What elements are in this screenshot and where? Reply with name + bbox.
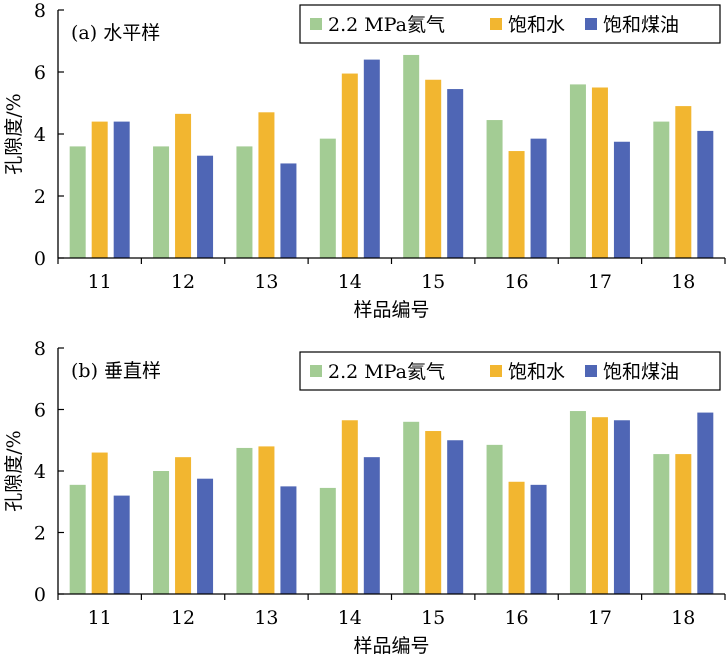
x-tick-label: 16: [504, 271, 528, 293]
bar-2.2 MPa氦气-12: [153, 471, 170, 594]
legend-box: [299, 351, 721, 391]
x-tick-label: 16: [504, 607, 528, 629]
x-tick-label: 12: [171, 607, 195, 629]
y-tick-label: 0: [34, 248, 46, 270]
bar-2.2 MPa氦气-15: [403, 421, 420, 594]
legend-label: 2.2 MPa氦气: [328, 14, 445, 36]
legend-box: [299, 4, 721, 44]
bar-饱和水-16: [508, 151, 525, 258]
bar-饱和煤油-16: [530, 484, 547, 594]
bar-2.2 MPa氦气-13: [236, 146, 253, 258]
bar-饱和煤油-12: [197, 478, 214, 594]
bar-饱和水-17: [591, 417, 608, 594]
y-tick-label: 2: [34, 523, 46, 545]
y-tick-label: 8: [34, 338, 46, 360]
legend-swatch: [310, 18, 322, 30]
y-tick-label: 4: [34, 124, 46, 146]
legend-swatch: [585, 18, 597, 30]
x-tick-label: 15: [421, 271, 445, 293]
bar-饱和煤油-11: [113, 495, 130, 594]
bar-饱和水-14: [341, 420, 358, 594]
x-tick-label: 12: [171, 271, 195, 293]
bar-饱和水-17: [591, 87, 608, 258]
y-tick-label: 4: [34, 461, 46, 483]
legend-label: 饱和水: [508, 361, 565, 383]
x-tick-label: 14: [338, 271, 362, 293]
bar-饱和水-11: [91, 121, 108, 258]
bar-2.2 MPa氦气-12: [153, 146, 170, 258]
x-tick-label: 18: [671, 271, 695, 293]
legend-label: 饱和水: [508, 14, 565, 36]
bar-饱和水-12: [175, 457, 192, 594]
bar-饱和水-15: [425, 431, 442, 594]
legend-swatch: [310, 365, 322, 377]
y-tick-label: 6: [34, 400, 46, 422]
bar-饱和水-13: [258, 446, 275, 594]
panel-title: (a) 水平样: [71, 22, 160, 44]
bar-2.2 MPa氦气-11: [69, 146, 86, 258]
bar-饱和煤油-13: [280, 486, 297, 594]
bar-饱和水-16: [508, 481, 525, 594]
x-axis-title: 样品编号: [353, 299, 429, 321]
bar-饱和煤油-15: [447, 440, 464, 594]
bar-饱和煤油-18: [697, 412, 714, 594]
bar-饱和煤油-16: [530, 138, 547, 258]
bar-饱和煤油-18: [697, 130, 714, 258]
bar-饱和煤油-15: [447, 89, 464, 258]
legend: 2.2 MPa氦气 饱和水 饱和煤油: [299, 351, 721, 391]
bar-2.2 MPa氦气-14: [319, 138, 336, 258]
y-tick-label: 6: [34, 62, 46, 84]
bar-2.2 MPa氦气-17: [569, 84, 586, 259]
bar-2.2 MPa氦气-13: [236, 447, 253, 594]
bar-饱和水-18: [675, 454, 692, 594]
x-tick-label: 13: [254, 271, 278, 293]
legend-label: 2.2 MPa氦气: [328, 361, 445, 383]
legend: 2.2 MPa氦气 饱和水 饱和煤油: [299, 4, 721, 44]
bar-2.2 MPa氦气-15: [403, 54, 420, 259]
legend-label: 饱和煤油: [603, 14, 679, 36]
x-tick-label: 11: [88, 271, 112, 293]
bar-饱和煤油-14: [363, 59, 380, 258]
bar-饱和水-15: [425, 79, 442, 258]
x-tick-label: 17: [588, 271, 612, 293]
bar-2.2 MPa氦气-14: [319, 487, 336, 594]
bar-饱和煤油-12: [197, 155, 214, 258]
x-tick-label: 11: [88, 607, 112, 629]
legend-swatch: [585, 365, 597, 377]
bar-2.2 MPa氦气-17: [569, 411, 586, 594]
bar-饱和煤油-14: [363, 457, 380, 594]
legend-swatch: [490, 18, 502, 30]
bar-2.2 MPa氦气-16: [486, 444, 503, 594]
legend-label: 饱和煤油: [603, 361, 679, 383]
bar-饱和煤油-13: [280, 163, 297, 258]
x-axis-title: 样品编号: [353, 635, 429, 657]
bar-2.2 MPa氦气-11: [69, 484, 86, 594]
y-tick-label: 2: [34, 186, 46, 208]
x-tick-label: 13: [254, 607, 278, 629]
bar-2.2 MPa氦气-16: [486, 120, 503, 258]
x-tick-label: 18: [671, 607, 695, 629]
y-axis-title: 孔隙度/%: [3, 430, 25, 511]
bar-2.2 MPa氦气-18: [653, 121, 670, 258]
bar-饱和煤油-17: [613, 141, 630, 258]
legend-swatch: [490, 365, 502, 377]
y-tick-label: 8: [34, 0, 46, 22]
x-tick-label: 15: [421, 607, 445, 629]
bar-饱和煤油-17: [613, 420, 630, 594]
x-tick-label: 17: [588, 607, 612, 629]
bar-饱和水-12: [175, 113, 192, 258]
bar-2.2 MPa氦气-18: [653, 454, 670, 594]
bar-饱和水-13: [258, 112, 275, 258]
x-tick-label: 14: [338, 607, 362, 629]
bar-饱和水-18: [675, 106, 692, 258]
bar-饱和水-14: [341, 73, 358, 258]
panel-title: (b) 垂直样: [71, 360, 161, 382]
y-tick-label: 0: [34, 584, 46, 606]
bar-饱和煤油-11: [113, 121, 130, 258]
y-axis-title: 孔隙度/%: [3, 93, 25, 174]
bar-饱和水-11: [91, 452, 108, 594]
